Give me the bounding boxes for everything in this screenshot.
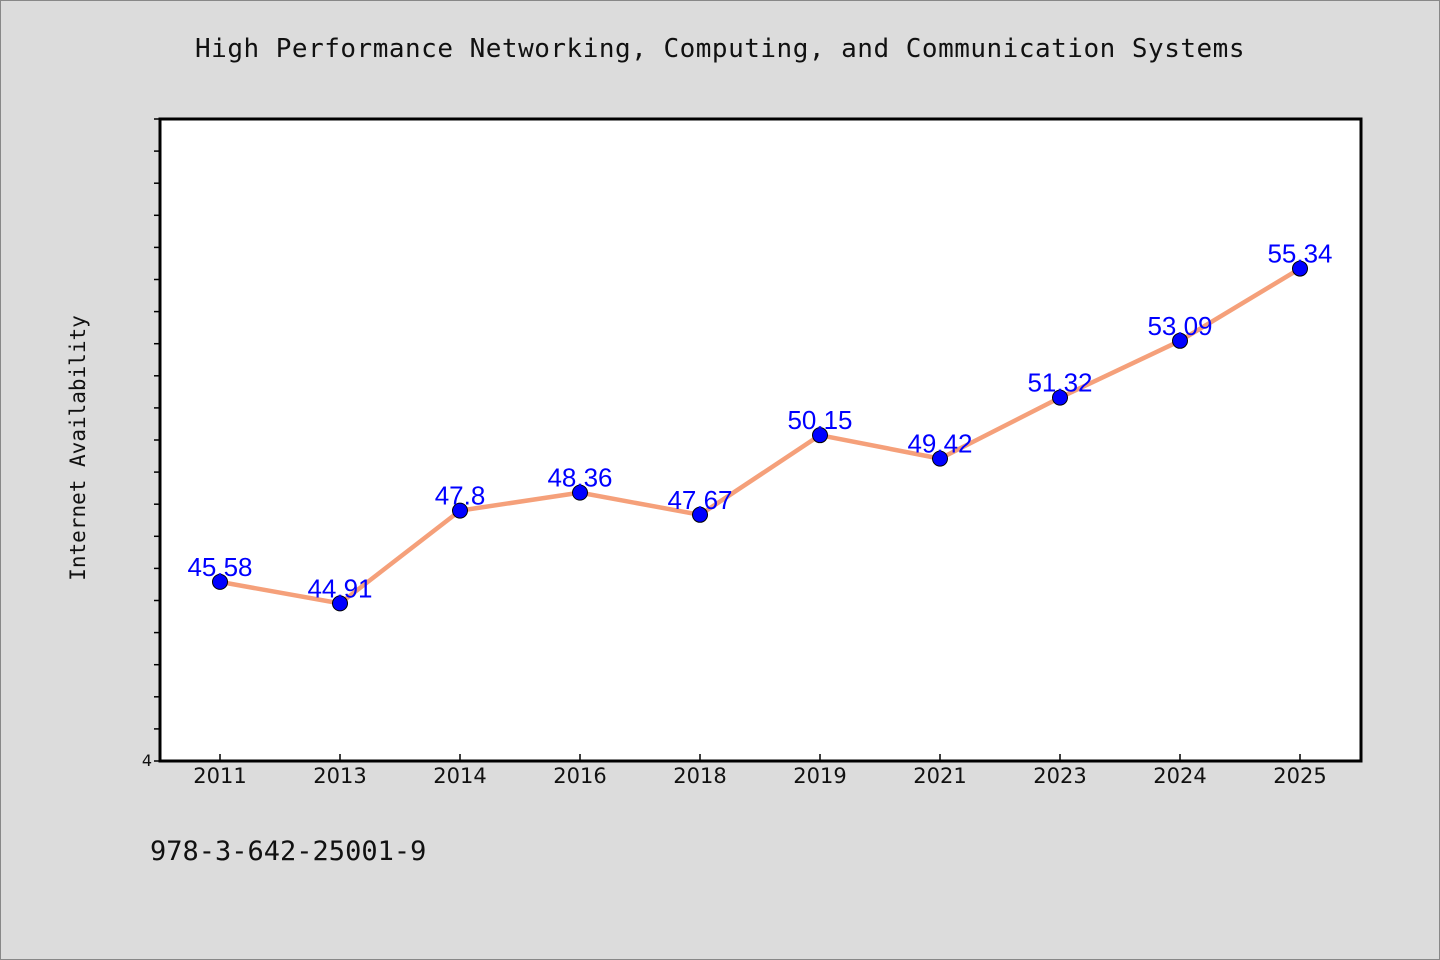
isbn-text: 978-3-642-25001-9: [150, 836, 427, 867]
data-label: 47.67: [667, 485, 732, 515]
x-tick-label: 2023: [1033, 764, 1086, 788]
data-label: 51.32: [1027, 368, 1092, 398]
y-tick-label: 4: [142, 751, 152, 770]
data-point: [1292, 260, 1308, 277]
data-point: [692, 506, 708, 523]
data-label: 48.36: [547, 463, 612, 493]
x-tick-label: 2013: [313, 764, 366, 788]
x-tick-label: 2021: [913, 764, 966, 788]
y-axis-ticks: 4: [142, 118, 160, 770]
data-label: 47.8: [435, 481, 486, 511]
data-point: [1172, 332, 1188, 349]
x-tick-label: 2025: [1273, 764, 1326, 788]
data-labels: 45.58 44.91 47.8 48.36 47.67 50.15 49.42 51.32 5…: [187, 239, 1332, 604]
data-label: 50.15: [787, 405, 852, 435]
x-tick-label: 2016: [553, 764, 606, 788]
series-line-group: [217, 266, 1303, 606]
plot-area: [158, 117, 1363, 763]
x-axis-ticks: 2011 2013 2014 2016 2018 2019 2021 2023 2024 2025: [193, 754, 1327, 788]
data-point: [452, 502, 468, 519]
data-point: [812, 427, 828, 444]
x-tick-label: 2019: [793, 764, 846, 788]
x-tick-label: 2018: [673, 764, 726, 788]
data-point: [932, 450, 948, 467]
data-point: [332, 595, 348, 612]
data-label: 49.42: [907, 429, 972, 459]
chart-title: High Performance Networking, Computing, …: [195, 34, 1245, 64]
data-label: 53.09: [1147, 311, 1212, 341]
data-markers: [212, 260, 1308, 612]
x-tick-label: 2011: [193, 764, 246, 788]
data-point: [1052, 389, 1068, 406]
data-point: [572, 484, 588, 501]
data-point: [212, 573, 228, 590]
data-label: 55.34: [1267, 239, 1332, 269]
data-label: 45.58: [187, 552, 252, 582]
x-tick-label: 2024: [1153, 764, 1206, 788]
x-tick-label: 2014: [433, 764, 486, 788]
series-line: [217, 266, 1303, 606]
data-label: 44.91: [307, 573, 372, 603]
